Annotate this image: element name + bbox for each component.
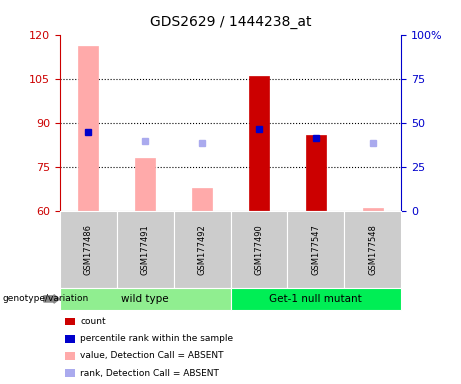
Bar [78, 46, 98, 211]
Text: Get-1 null mutant: Get-1 null mutant [269, 294, 362, 304]
Text: genotype/variation: genotype/variation [2, 295, 89, 303]
Text: GSM177548: GSM177548 [368, 224, 377, 275]
Text: value, Detection Call = ABSENT: value, Detection Call = ABSENT [80, 351, 224, 361]
Bar [135, 158, 155, 211]
Bar [306, 135, 326, 211]
Text: GSM177490: GSM177490 [254, 224, 263, 275]
Bar [192, 188, 212, 211]
Text: wild type: wild type [121, 294, 169, 304]
Text: GSM177492: GSM177492 [198, 224, 207, 275]
Text: GSM177486: GSM177486 [84, 224, 93, 275]
Text: count: count [80, 317, 106, 326]
Text: GDS2629 / 1444238_at: GDS2629 / 1444238_at [150, 15, 311, 29]
Bar [249, 76, 269, 211]
Text: percentile rank within the sample: percentile rank within the sample [80, 334, 233, 343]
Text: GSM177491: GSM177491 [141, 224, 150, 275]
Text: rank, Detection Call = ABSENT: rank, Detection Call = ABSENT [80, 369, 219, 378]
Text: GSM177547: GSM177547 [311, 224, 320, 275]
Bar [363, 208, 383, 211]
